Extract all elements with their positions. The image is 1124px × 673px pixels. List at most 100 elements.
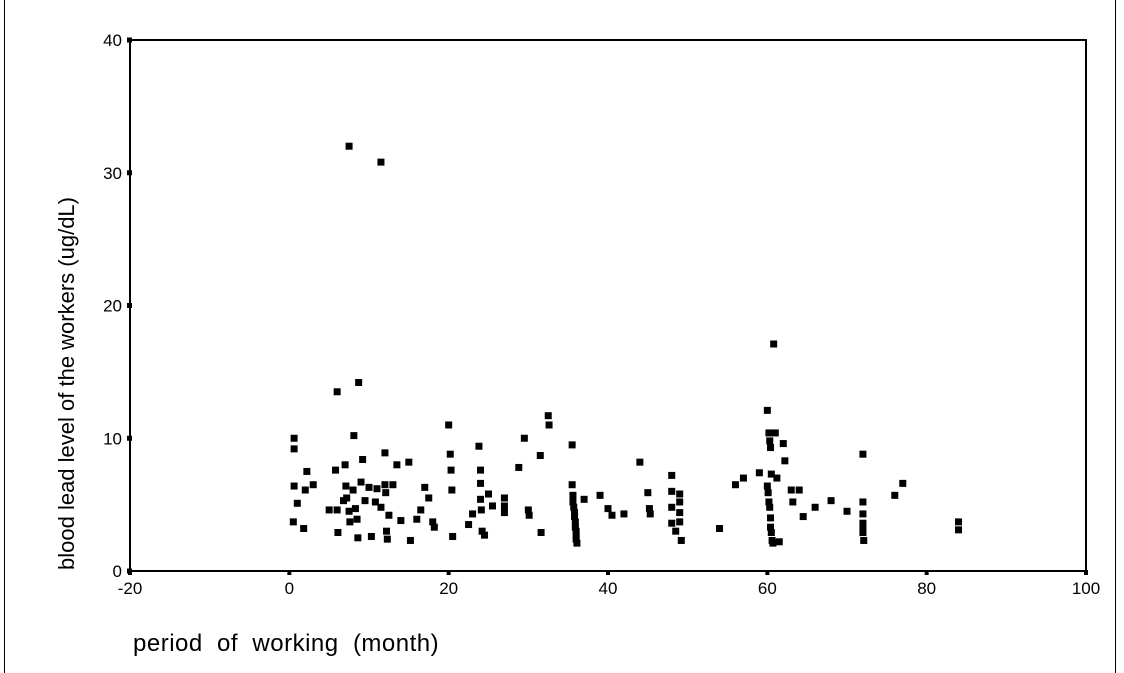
data-point — [333, 506, 341, 514]
data-point — [334, 529, 342, 537]
data-point — [645, 505, 653, 513]
data-point — [860, 536, 868, 544]
data-point — [767, 444, 775, 452]
data-point — [795, 486, 803, 494]
data-point — [447, 466, 455, 474]
data-point — [383, 527, 391, 535]
data-point — [668, 519, 676, 527]
data-point — [763, 482, 771, 490]
data-point — [775, 538, 783, 546]
x-tick-label: 80 — [917, 579, 936, 598]
data-point — [787, 486, 795, 494]
x-tick-label: -20 — [118, 579, 143, 598]
data-point — [377, 503, 385, 511]
data-point — [620, 510, 628, 518]
data-point — [571, 509, 579, 517]
data-point — [859, 529, 867, 537]
data-point — [343, 494, 351, 502]
data-point — [500, 509, 508, 517]
data-point — [859, 519, 867, 527]
x-tick-mark — [446, 570, 451, 575]
y-tick-label: 30 — [103, 164, 122, 183]
data-point — [859, 525, 867, 533]
data-point — [349, 486, 357, 494]
data-point — [350, 432, 358, 440]
data-point — [300, 525, 308, 533]
data-point — [421, 483, 429, 491]
data-point — [449, 532, 457, 540]
y-tick-label: 10 — [103, 429, 122, 448]
data-point — [475, 442, 483, 450]
data-point — [345, 142, 353, 150]
data-point — [332, 466, 340, 474]
data-point — [569, 498, 577, 506]
data-point — [325, 506, 333, 514]
data-point — [365, 483, 373, 491]
data-point — [766, 437, 774, 445]
data-point — [739, 474, 747, 482]
x-tick-label: 40 — [599, 579, 618, 598]
data-point — [393, 461, 401, 469]
data-point — [767, 523, 775, 531]
data-point — [309, 481, 317, 489]
y-tick-mark — [127, 303, 132, 308]
data-point — [773, 474, 781, 482]
data-point — [668, 503, 676, 511]
x-tick-label: 20 — [439, 579, 458, 598]
data-point — [345, 507, 353, 515]
data-point — [346, 518, 354, 526]
data-point — [767, 529, 775, 537]
data-point — [425, 494, 433, 502]
data-point — [500, 494, 508, 502]
y-axis-title: blood lead level of the workers (ug/dL) — [54, 197, 79, 570]
data-point — [545, 421, 553, 429]
data-point — [859, 498, 867, 506]
data-point — [767, 470, 775, 478]
data-point — [766, 503, 774, 511]
data-point — [382, 489, 390, 497]
data-point — [341, 461, 349, 469]
data-point — [405, 458, 413, 466]
data-point — [377, 158, 385, 166]
data-point — [764, 489, 772, 497]
data-point — [417, 506, 425, 514]
plot-area-frame — [129, 39, 1087, 572]
data-point — [524, 506, 532, 514]
data-point — [570, 503, 578, 511]
x-tick-mark — [128, 570, 132, 575]
data-point — [371, 498, 379, 506]
data-point — [367, 532, 375, 540]
data-point — [381, 481, 389, 489]
data-point — [859, 510, 867, 518]
data-point — [580, 495, 588, 503]
data-point — [406, 536, 414, 544]
data-point — [779, 440, 787, 448]
data-point — [389, 481, 397, 489]
data-point — [716, 525, 724, 533]
data-point — [515, 463, 523, 471]
data-point — [636, 458, 644, 466]
data-point — [359, 455, 367, 463]
data-point — [668, 487, 676, 495]
data-point — [596, 491, 604, 499]
data-point — [301, 486, 309, 494]
data-point — [604, 505, 612, 513]
data-point — [357, 478, 365, 486]
x-tick-label: 100 — [1072, 579, 1100, 598]
data-point — [676, 498, 684, 506]
y-tick-label: 40 — [103, 31, 122, 50]
data-point — [520, 434, 528, 442]
data-point — [676, 509, 684, 517]
data-point — [381, 449, 389, 457]
data-point — [843, 507, 851, 515]
data-point — [755, 469, 763, 477]
x-tick-mark — [1084, 570, 1088, 575]
data-point — [955, 518, 963, 526]
data-point — [544, 412, 552, 420]
data-point — [571, 518, 579, 526]
data-point — [385, 511, 393, 519]
x-axis-title: period of working (month) — [133, 630, 440, 657]
y-tick-label: 0 — [113, 562, 122, 581]
x-tick-mark — [606, 570, 610, 575]
